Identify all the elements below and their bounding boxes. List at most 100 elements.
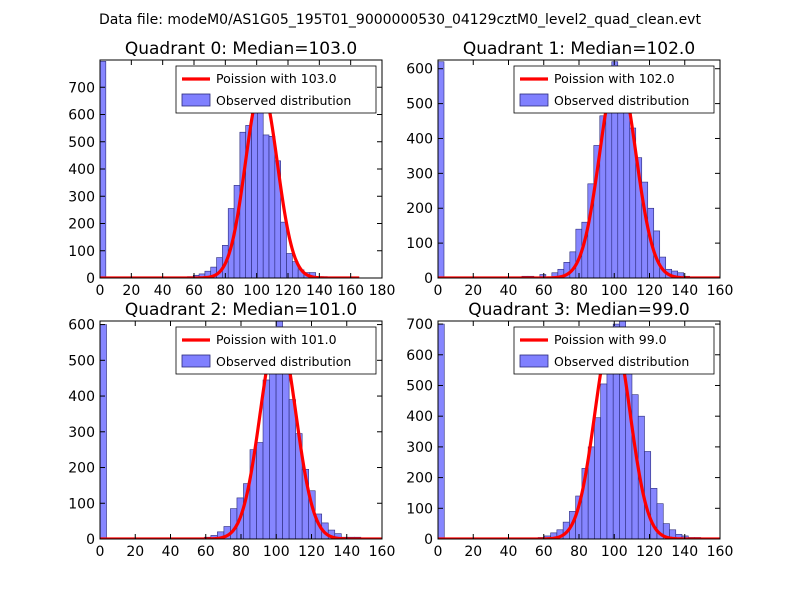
legend-poisson-label: Poission with 102.0	[554, 71, 675, 86]
histogram-bar	[268, 136, 276, 278]
histogram-bar	[280, 221, 287, 278]
y-tick-label: 600	[406, 62, 433, 78]
histogram-bar	[623, 103, 631, 278]
x-tick-label: 80	[570, 283, 588, 299]
y-tick-label: 400	[68, 389, 95, 405]
histogram-bar	[656, 503, 664, 539]
y-tick-label: 200	[406, 471, 433, 487]
y-tick-label: 0	[86, 532, 95, 548]
y-tick-label: 700	[68, 80, 95, 96]
histogram-bar	[257, 99, 264, 278]
y-tick-label: 300	[406, 440, 433, 456]
histogram-bar	[100, 61, 107, 278]
histogram-bar	[600, 383, 608, 539]
legend-bar-swatch	[181, 93, 211, 107]
y-tick-label: 500	[406, 97, 433, 113]
x-tick-label: 40	[500, 283, 518, 299]
y-tick-label: 0	[424, 271, 433, 287]
histogram-bar	[644, 451, 652, 539]
subplot-quadrant-3: Quadrant 3: Median=99.0 0 20 40 60 80 100 120 14…	[406, 300, 733, 560]
x-tick-label: 60	[197, 544, 215, 560]
x-tick-label: 60	[535, 283, 553, 299]
histogram-bar	[606, 356, 614, 539]
histogram-bar	[251, 110, 258, 278]
subplot-quadrant-2: Quadrant 2: Median=101.0 0 20 40 60 80 100 120 1…	[68, 300, 395, 560]
y-tick-label: 200	[406, 201, 433, 217]
y-tick-label: 0	[424, 532, 433, 548]
x-tick-label: 100	[601, 544, 628, 560]
x-tick-label: 180	[369, 283, 396, 299]
subplot-grid: Quadrant 0: Median=103.00 20 40 60 80 100 120 1…	[68, 39, 733, 560]
x-tick-label: 120	[636, 283, 663, 299]
x-tick-label: 100	[601, 283, 628, 299]
histogram-bar	[262, 134, 270, 278]
poisson-curve	[438, 328, 720, 539]
y-tick-label: 700	[406, 317, 433, 333]
x-tick-label: 160	[337, 283, 364, 299]
x-tick-label: 80	[232, 544, 250, 560]
legend: Poission with 103.0 Observed distribution	[175, 65, 377, 114]
x-tick-label: 140	[306, 283, 333, 299]
histogram-bars	[438, 61, 690, 278]
histogram-bar	[438, 323, 445, 539]
histogram-bar	[269, 360, 277, 539]
legend-observed-label: Observed distribution	[554, 93, 689, 108]
x-tick-label: 160	[707, 544, 734, 560]
x-tick-label: 100	[263, 544, 290, 560]
legend-poisson-label: Poission with 99.0	[554, 332, 667, 347]
poisson-curve	[100, 328, 382, 539]
legend-bar-swatch	[181, 354, 211, 368]
legend-poisson-label: Poission with 101.0	[216, 332, 337, 347]
x-tick-label: 20	[464, 283, 482, 299]
x-tick-label: 120	[636, 544, 663, 560]
x-tick-label: 20	[126, 544, 144, 560]
legend: Poission with 99.0 Observed distribution	[513, 326, 715, 375]
figure-suptitle: Data file: modeM0/AS1G05_195T01_90000005…	[99, 12, 701, 28]
subplot-quadrant-1: Quadrant 1: Median=102.0 0 20 40 60 80 100 120 1…	[406, 39, 733, 299]
histogram-bar	[594, 417, 601, 539]
y-tick-label: 200	[68, 217, 95, 233]
x-tick-label: 60	[535, 544, 553, 560]
histogram-bar	[262, 379, 270, 539]
y-tick-label: 400	[406, 409, 433, 425]
plot-title: Quadrant 2: Median=101.0	[125, 300, 357, 320]
x-tick-label: 160	[369, 544, 396, 560]
x-tick-label: 160	[707, 283, 734, 299]
poisson-curve	[100, 85, 361, 278]
x-tick-label: 20	[122, 283, 140, 299]
y-tick-label: 100	[406, 236, 433, 252]
x-tick-label: 140	[671, 283, 698, 299]
legend-bar-swatch	[519, 354, 549, 368]
x-tick-label: 0	[96, 283, 105, 299]
y-tick-label: 600	[406, 348, 433, 364]
y-tick-label: 0	[86, 271, 95, 287]
legend: Poission with 101.0 Observed distribution	[175, 326, 377, 375]
histogram-bar	[282, 367, 290, 539]
plot-title: Quadrant 1: Median=102.0	[463, 39, 695, 59]
histogram-bar	[288, 399, 296, 539]
x-tick-label: 0	[96, 544, 105, 560]
y-tick-label: 400	[68, 162, 95, 178]
x-tick-label: 140	[671, 544, 698, 560]
histogram-bar	[286, 253, 293, 278]
y-tick-label: 300	[406, 166, 433, 182]
y-tick-label: 100	[406, 501, 433, 517]
x-tick-label: 100	[243, 283, 270, 299]
x-tick-label: 40	[154, 283, 172, 299]
y-tick-label: 100	[68, 244, 95, 260]
legend: Poission with 102.0 Observed distribution	[513, 65, 715, 114]
y-tick-label: 300	[68, 425, 95, 441]
x-tick-label: 120	[298, 544, 325, 560]
x-tick-label: 60	[185, 283, 203, 299]
x-tick-label: 40	[500, 544, 518, 560]
x-tick-label: 120	[275, 283, 302, 299]
subplot-quadrant-0: Quadrant 0: Median=103.00 20 40 60 80 100 120 1…	[68, 39, 395, 299]
histogram-bar	[677, 272, 684, 278]
legend-observed-label: Observed distribution	[216, 354, 351, 369]
legend-bar-swatch	[519, 93, 549, 107]
histogram-bar	[605, 89, 613, 278]
y-tick-label: 600	[68, 108, 95, 124]
y-tick-label: 400	[406, 131, 433, 147]
x-tick-label: 80	[216, 283, 234, 299]
